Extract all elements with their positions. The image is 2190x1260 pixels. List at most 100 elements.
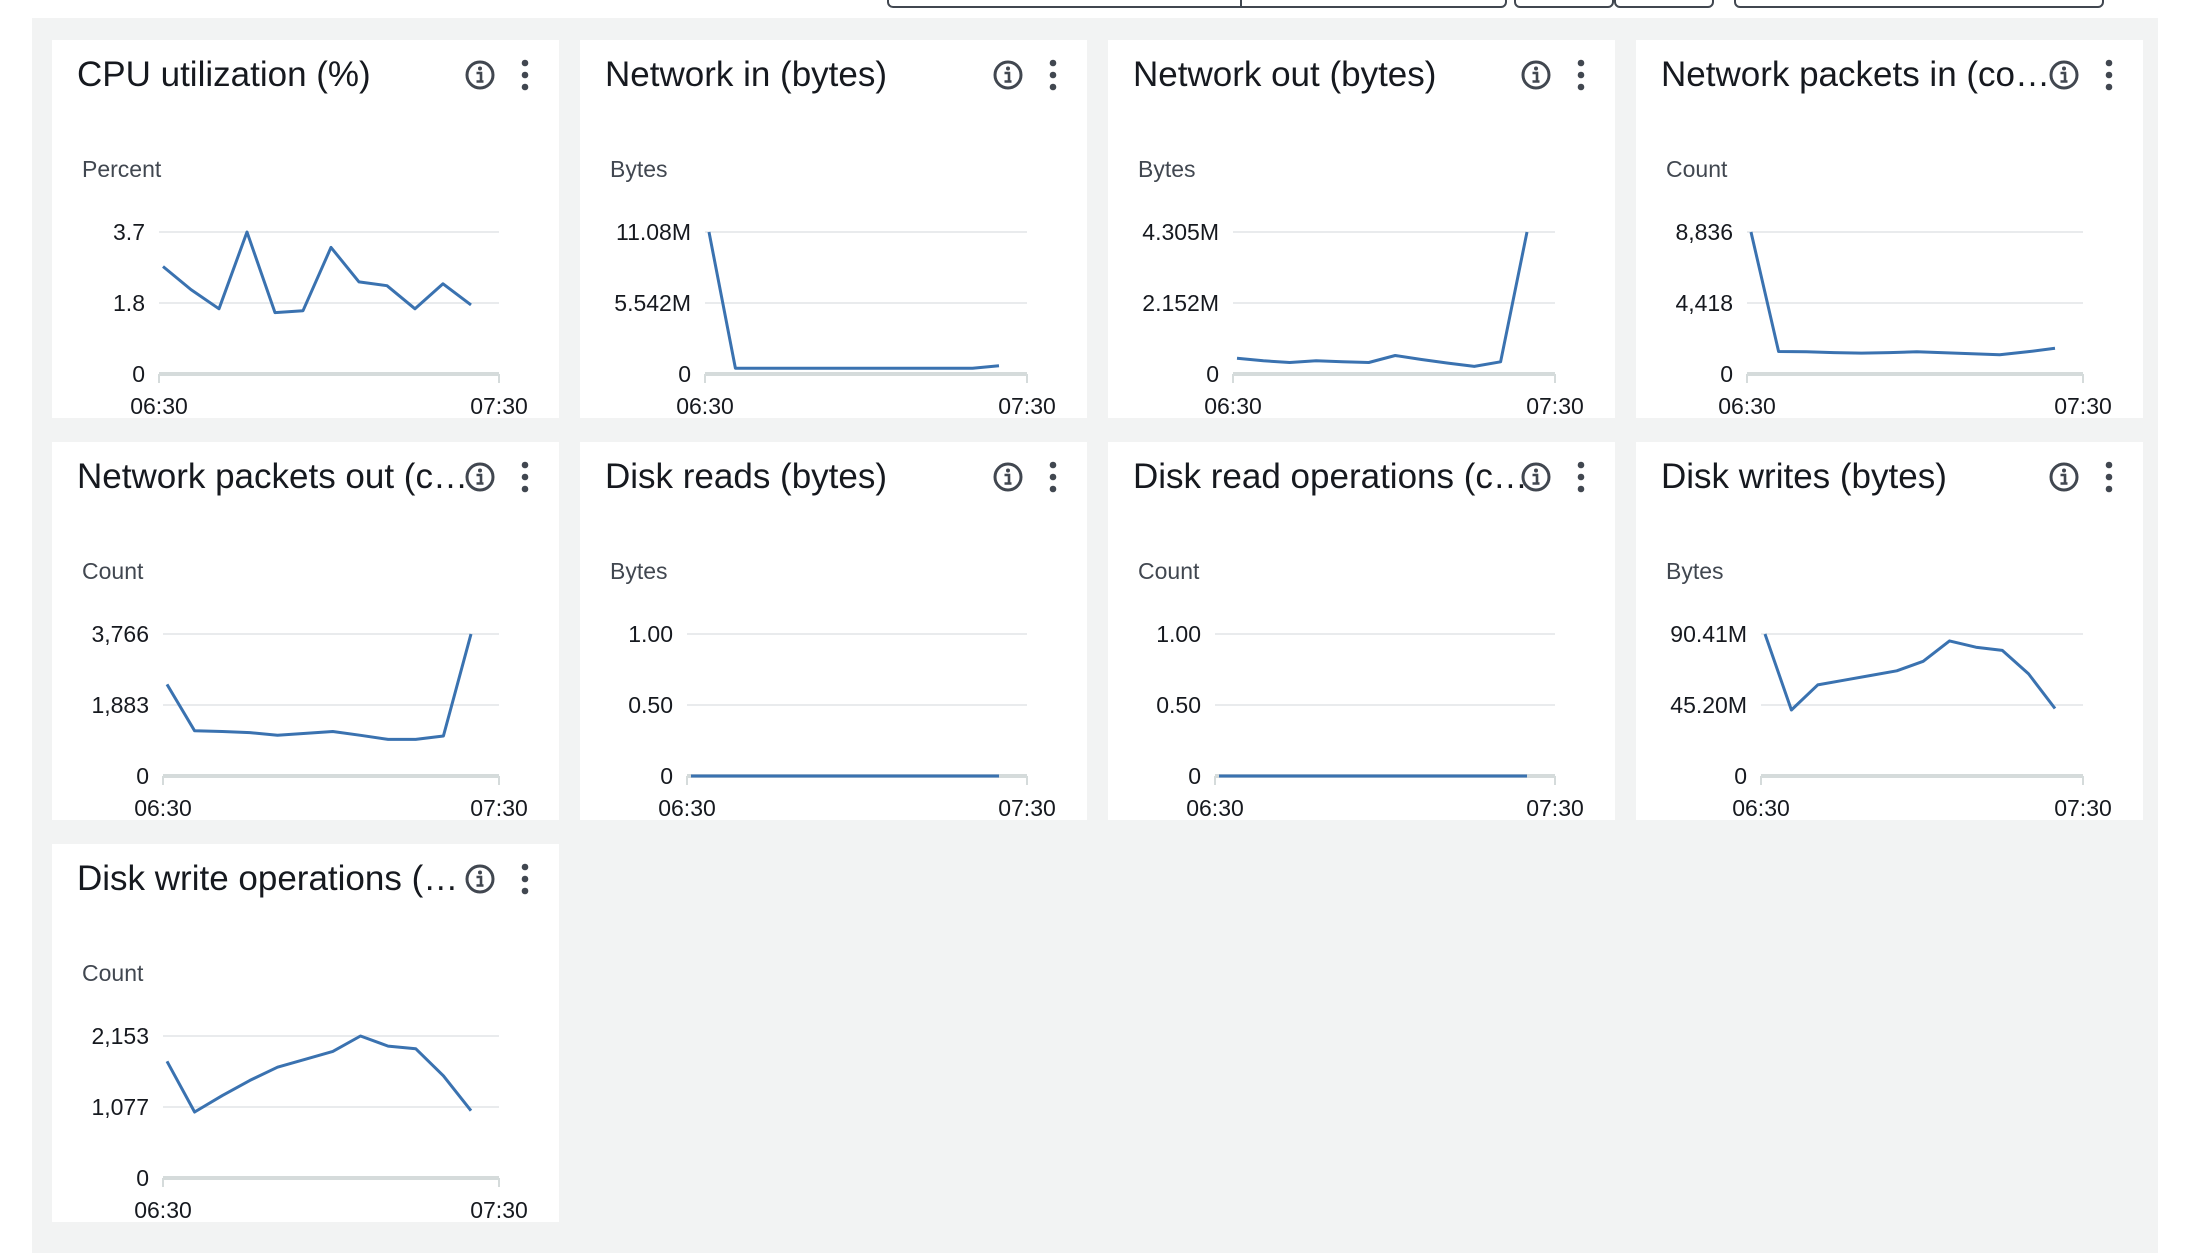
line-chart: Bytes 0 2.152M 4.305M 06:30 07:30 [1138,156,1584,419]
widget-actions-menu-icon[interactable] [510,859,540,899]
x-tick-label: 06:30 [658,795,716,821]
metric-widget-disk-reads: Disk reads (bytes) Bytes 0 0.50 1.00 06:30 07… [580,442,1087,821]
info-icon[interactable] [2044,55,2084,95]
toolbar-dropdown[interactable] [1734,0,2104,8]
y-axis-unit-label: Count [82,558,144,584]
y-tick-label: 0 [136,763,149,789]
x-tick-label: 07:30 [470,795,528,821]
line-chart: Bytes 0 45.20M 90.41M 06:30 07:30 [1666,558,2112,821]
y-tick-label: 0.50 [1156,692,1201,718]
y-tick-label: 0 [678,361,691,387]
y-axis-unit-label: Bytes [610,558,668,584]
y-tick-label: 4.305M [1142,219,1219,245]
x-tick-label: 06:30 [1204,393,1262,419]
y-tick-label: 90.41M [1670,621,1747,647]
info-icon[interactable] [2044,457,2084,497]
info-icon[interactable] [988,55,1028,95]
line-chart: Count 0 1,077 2,153 06:30 07:30 [82,960,528,1223]
x-tick-label: 07:30 [998,393,1056,419]
y-tick-label: 0 [1206,361,1219,387]
y-tick-label: 2,153 [91,1023,149,1049]
line-chart: Count 0 4,418 8,836 06:30 07:30 [1666,156,2112,419]
metric-widget-disk-write-operations: Disk write operations (count) Count01,07… [52,844,559,1223]
series-line [1236,231,1529,368]
x-tick-label: 07:30 [470,1197,528,1223]
y-tick-label: 0 [660,763,673,789]
toolbar-button-b[interactable] [1614,0,1714,8]
y-tick-label: 45.20M [1670,692,1747,718]
widget-actions-menu-icon[interactable] [2094,457,2124,497]
y-tick-label: 0 [136,1165,149,1191]
widget-actions-menu-icon[interactable] [1038,457,1068,497]
y-axis-unit-label: Count [82,960,144,986]
widget-actions-menu-icon[interactable] [510,457,540,497]
metric-widget-disk-read-operations: Disk read operations (count) Count00.501… [1108,442,1615,821]
metric-widget-network-out: Network out (bytes) Bytes 0 2.152M 4.305M 06… [1108,40,1615,419]
metric-widget-network-in: Network in (bytes) Bytes 0 5.542M 11.08M 06:… [580,40,1087,419]
y-axis-unit-label: Bytes [610,156,668,182]
y-tick-label: 3,766 [91,621,149,647]
metric-widget-cpu-utilization: CPU utilization (%) Percent 0 1.8 3.7 06:30 0… [52,40,559,419]
time-range-divider [1240,0,1242,8]
x-tick-label: 07:30 [1526,393,1584,419]
x-tick-label: 07:30 [2054,795,2112,821]
x-tick-label: 07:30 [470,393,528,419]
line-chart: Bytes 0 0.50 1.00 06:30 07:30 [610,558,1056,821]
toolbar-button-a[interactable] [1514,0,1614,8]
y-tick-label: 2.152M [1142,290,1219,316]
x-tick-label: 06:30 [1732,795,1790,821]
y-tick-label: 3.7 [113,219,145,245]
y-tick-label: 0 [1734,763,1747,789]
x-tick-label: 06:30 [676,393,734,419]
line-chart: Percent 0 1.8 3.7 06:30 07:30 [82,156,528,419]
widget-actions-menu-icon[interactable] [1566,457,1596,497]
metric-widget-network-packets-out: Network packets out (count) Count 0 1,883 3… [52,442,559,821]
x-tick-label: 07:30 [998,795,1056,821]
y-tick-label: 0.50 [628,692,673,718]
x-tick-label: 06:30 [134,1197,192,1223]
info-icon[interactable] [460,859,500,899]
info-icon[interactable] [460,55,500,95]
widget-actions-menu-icon[interactable] [1566,55,1596,95]
x-tick-label: 06:30 [130,393,188,419]
y-tick-label: 1.00 [1156,621,1201,647]
x-tick-label: 06:30 [1186,795,1244,821]
series-line [165,633,473,741]
line-chart: Bytes 0 5.542M 11.08M 06:30 07:30 [610,156,1056,419]
info-icon[interactable] [988,457,1028,497]
y-tick-label: 0 [132,361,145,387]
y-tick-label: 1,077 [91,1094,149,1120]
y-axis-unit-label: Count [1666,156,1728,182]
series-line [165,1034,473,1114]
info-icon[interactable] [1516,55,1556,95]
y-axis-unit-label: Count [1138,558,1200,584]
y-tick-label: 5.542M [614,290,691,316]
line-chart: Count 0 1,883 3,766 06:30 07:30 [82,558,528,821]
x-tick-label: 07:30 [2054,393,2112,419]
widget-actions-menu-icon[interactable] [1038,55,1068,95]
x-tick-label: 06:30 [134,795,192,821]
widget-actions-menu-icon[interactable] [2094,55,2124,95]
metric-widget-disk-writes: Disk writes (bytes) Bytes 0 45.20M 90.41M 06… [1636,442,2143,821]
y-tick-label: 11.08M [616,219,691,245]
y-tick-label: 4,418 [1675,290,1733,316]
y-axis-unit-label: Percent [82,156,162,182]
y-tick-label: 0 [1720,361,1733,387]
series-line [707,231,1000,370]
metric-widget-network-packets-in: Network packets in (count) Count 0 4,418 8,… [1636,40,2143,419]
x-tick-label: 06:30 [1718,393,1776,419]
metrics-dashboard: CPU utilization (%) Percent 0 1.8 3.7 06:30 0… [32,18,2158,1253]
y-tick-label: 0 [1188,763,1201,789]
y-axis-unit-label: Bytes [1666,558,1724,584]
y-tick-label: 1.8 [113,290,145,316]
info-icon[interactable] [460,457,500,497]
time-range-control[interactable] [887,0,1507,8]
y-tick-label: 1.00 [628,621,673,647]
x-tick-label: 07:30 [1526,795,1584,821]
y-axis-unit-label: Bytes [1138,156,1196,182]
y-tick-label: 1,883 [91,692,149,718]
widget-actions-menu-icon[interactable] [510,55,540,95]
line-chart: Count 0 0.50 1.00 06:30 07:30 [1138,558,1584,821]
info-icon[interactable] [1516,457,1556,497]
series-line [1749,231,2056,357]
